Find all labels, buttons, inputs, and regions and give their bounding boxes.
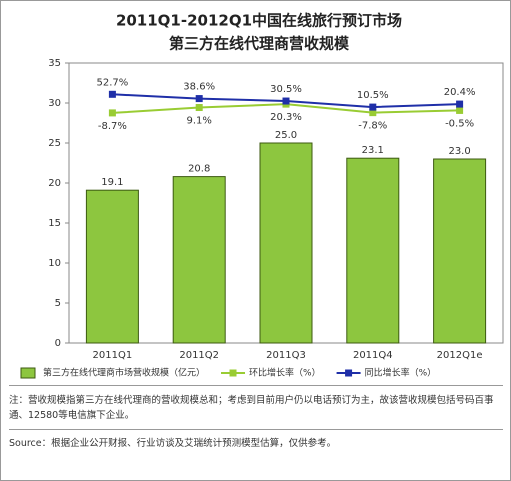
legend-label: 第三方在线代理商市场营收规模（亿元）: [43, 367, 205, 379]
line-label: 20.4%: [444, 87, 476, 98]
line-label: 20.3%: [270, 112, 302, 123]
legend-label: 同比增长率（%）: [365, 367, 437, 379]
line-label: -8.7%: [98, 121, 127, 132]
bar: [172, 176, 226, 344]
marker: [108, 109, 116, 117]
source: Source：根据企业公开财报、行业访谈及艾瑞统计预测模型估算，仅供参考。: [9, 438, 337, 449]
y-tick-label: 15: [48, 218, 61, 229]
y-tick-label: 35: [48, 58, 61, 69]
y-tick-label: 5: [55, 298, 61, 309]
line-label: 10.5%: [357, 90, 389, 101]
bar: [346, 157, 400, 344]
legend-label: 环比增长率（%）: [249, 367, 321, 379]
marker: [369, 103, 377, 111]
bar: [259, 142, 313, 344]
y-tick-label: 30: [48, 98, 61, 109]
x-tick-label: 2011Q3: [266, 350, 306, 361]
separator: [9, 385, 503, 386]
x-tick-label: 2012Q1e: [437, 350, 483, 361]
line-label: -7.8%: [358, 121, 387, 132]
note: 注：营收规模指第三方在线代理商的营收规模总和；考虑到目前用户仍以电话预订为主，故…: [9, 395, 494, 421]
line-label: 38.6%: [183, 82, 215, 93]
legend-swatch: [20, 367, 36, 379]
marker: [456, 100, 464, 108]
bar-label: 20.8: [188, 164, 210, 175]
y-tick-label: 0: [55, 338, 61, 349]
y-tick-label: 20: [48, 178, 61, 189]
bar: [433, 158, 487, 344]
y-tick-label: 25: [48, 138, 61, 149]
separator: [9, 429, 503, 430]
bar: [85, 189, 139, 344]
legend-swatch: [345, 369, 353, 377]
line-label: -0.5%: [445, 118, 474, 129]
x-tick-label: 2011Q1: [93, 350, 133, 361]
bar-label: 23.0: [448, 146, 470, 157]
y-tick-label: 10: [48, 258, 61, 269]
line-label: 52.7%: [97, 77, 129, 88]
marker: [195, 104, 203, 112]
marker: [456, 106, 464, 114]
line-label: 30.5%: [270, 84, 302, 95]
marker: [369, 109, 377, 117]
chart-title: 2011Q1-2012Q1中国在线旅行预订市场: [116, 12, 402, 30]
x-tick-label: 2011Q4: [353, 350, 393, 361]
x-tick-label: 2011Q2: [179, 350, 219, 361]
marker: [282, 97, 290, 105]
chart-subtitle: 第三方在线代理商营收规模: [169, 35, 350, 53]
marker: [195, 95, 203, 103]
chart: 2011Q1-2012Q1中国在线旅行预订市场 第三方在线代理商营收规模 0 5 1…: [20, 12, 504, 379]
line-label: 9.1%: [186, 116, 211, 127]
marker: [108, 90, 116, 98]
bar-label: 19.1: [101, 177, 123, 188]
bar-label: 25.0: [275, 130, 297, 141]
legend-swatch: [229, 369, 237, 377]
bar-label: 23.1: [362, 145, 384, 156]
